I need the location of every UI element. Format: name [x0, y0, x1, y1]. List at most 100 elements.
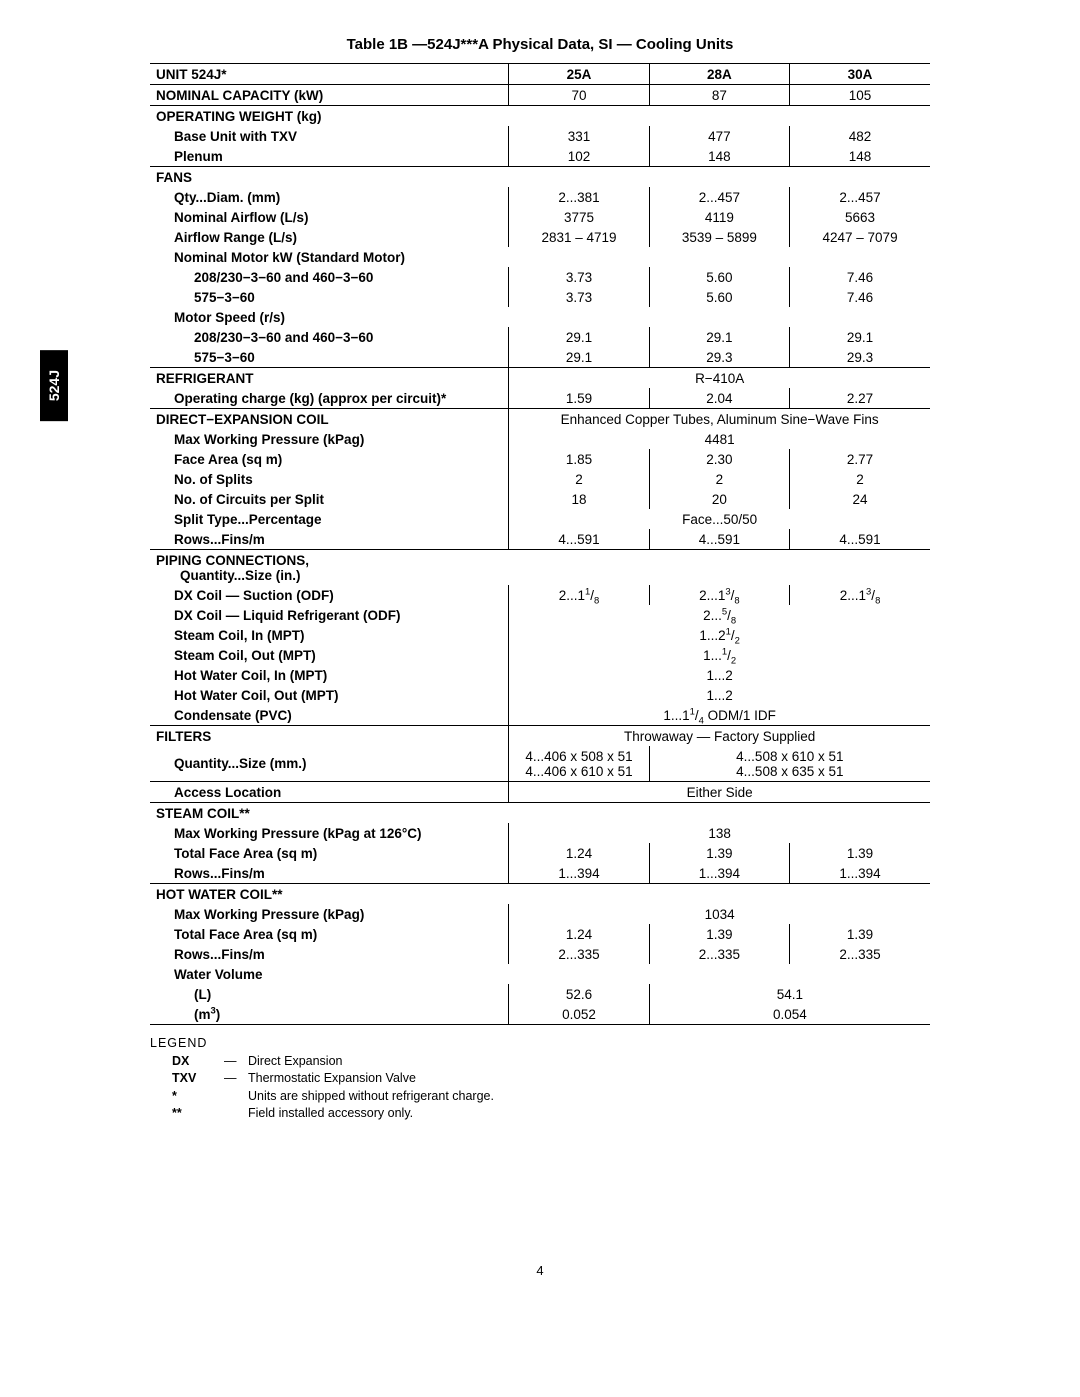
- cell: 4...591: [790, 529, 930, 550]
- cell: 4481: [509, 429, 930, 449]
- cell: PIPING CONNECTIONS, Quantity...Size (in.…: [150, 550, 930, 586]
- cell: 1.24: [509, 843, 649, 863]
- cell: 3.73: [509, 287, 649, 307]
- row-hw-m3: (m3) 0.052 0.054: [150, 1004, 930, 1025]
- legend-key: **: [172, 1105, 224, 1123]
- cell: 148: [790, 146, 930, 167]
- cell: 2831 – 4719: [509, 227, 649, 247]
- row-hw-rows: Rows...Fins/m 2...335 2...335 2...335: [150, 944, 930, 964]
- cell: 208/230−3−60 and 460−3−60: [150, 327, 509, 347]
- cell: Total Face Area (sq m): [150, 924, 509, 944]
- cell: 5.60: [649, 287, 789, 307]
- cell: 2...457: [649, 187, 789, 207]
- cell: 1...394: [509, 863, 649, 884]
- cell: DX Coil — Liquid Refrigerant (ODF): [150, 605, 509, 625]
- cell: 1034: [509, 904, 930, 924]
- cell: 1.39: [649, 924, 789, 944]
- cell: Either Side: [509, 782, 930, 803]
- legend: LEGEND DX — Direct Expansion TXV — Therm…: [150, 1035, 930, 1123]
- row-hw-out: Hot Water Coil, Out (MPT) 1...2: [150, 685, 930, 705]
- row-nominal-capacity: NOMINAL CAPACITY (kW) 70 87 105: [150, 85, 930, 106]
- legend-title: LEGEND: [150, 1035, 930, 1053]
- cell: 29.1: [509, 347, 649, 368]
- cell: 2...13/8: [790, 585, 930, 605]
- table-title: Table 1B —524J***A Physical Data, SI — C…: [150, 36, 930, 53]
- cell: Max Working Pressure (kPag): [150, 429, 509, 449]
- page: Table 1B —524J***A Physical Data, SI — C…: [150, 0, 930, 1318]
- cell: 1...394: [649, 863, 789, 884]
- cell: 3.73: [509, 267, 649, 287]
- cell: 2.04: [649, 388, 789, 409]
- cell: 0.052: [509, 1004, 649, 1025]
- cell: 1...2: [509, 685, 930, 705]
- cell: 24: [790, 489, 930, 509]
- cell: 331: [509, 126, 649, 146]
- cell: HOT WATER COIL**: [150, 884, 930, 905]
- cell: Max Working Pressure (kPag): [150, 904, 509, 924]
- row-condensate: Condensate (PVC) 1...11/4 ODM/1 IDF: [150, 705, 930, 726]
- cell: Rows...Fins/m: [150, 863, 509, 884]
- cell: 1...2: [509, 665, 930, 685]
- unit-label: UNIT 524J*: [150, 64, 509, 85]
- cell: 575−3−60: [150, 347, 509, 368]
- legend-val: Thermostatic Expansion Valve: [248, 1070, 416, 1088]
- cell: 1.39: [649, 843, 789, 863]
- cell: Face...50/50: [509, 509, 930, 529]
- cell: 3775: [509, 207, 649, 227]
- cell: Plenum: [150, 146, 509, 167]
- cell: Operating charge (kg) (approx per circui…: [150, 388, 509, 409]
- cell: 105: [790, 85, 930, 106]
- legend-key: DX: [172, 1053, 224, 1071]
- cell: 87: [649, 85, 789, 106]
- cell: 1...394: [790, 863, 930, 884]
- side-tab: 524J: [40, 350, 68, 421]
- row-plenum: Plenum 102 148 148: [150, 146, 930, 167]
- cell: R−410A: [509, 368, 930, 389]
- cell: 148: [649, 146, 789, 167]
- cell: 1.24: [509, 924, 649, 944]
- page-number: 4: [150, 1263, 930, 1318]
- cell: 2...5/8: [509, 605, 930, 625]
- cell: Water Volume: [150, 964, 930, 984]
- m3-post: ): [216, 1007, 221, 1022]
- row-dx-circuits: No. of Circuits per Split 18 20 24: [150, 489, 930, 509]
- cell: 2...13/8: [649, 585, 789, 605]
- cell: Throwaway — Factory Supplied: [509, 726, 930, 747]
- cell: Steam Coil, Out (MPT): [150, 645, 509, 665]
- cell: 4...591: [509, 529, 649, 550]
- row-speed-hdr: Motor Speed (r/s): [150, 307, 930, 327]
- legend-key: TXV: [172, 1070, 224, 1088]
- legend-key: *: [172, 1088, 224, 1106]
- piping-label-b: Quantity...Size (in.): [156, 568, 301, 583]
- cell: 7.46: [790, 267, 930, 287]
- cell: 29.3: [790, 347, 930, 368]
- cell: 20: [649, 489, 789, 509]
- row-motor-1: 208/230−3−60 and 460−3−60 3.73 5.60 7.46: [150, 267, 930, 287]
- cell: REFRIGERANT: [150, 368, 509, 389]
- legend-dash: —: [224, 1053, 248, 1071]
- row-dx-mwp: Max Working Pressure (kPag) 4481: [150, 429, 930, 449]
- cell: 2...381: [509, 187, 649, 207]
- cell: 52.6: [509, 984, 649, 1004]
- cell: 2...335: [790, 944, 930, 964]
- cell: 2...11/8: [509, 585, 649, 605]
- row-suction: DX Coil — Suction (ODF) 2...11/8 2...13/…: [150, 585, 930, 605]
- cell: Split Type...Percentage: [150, 509, 509, 529]
- cell: FANS: [150, 167, 930, 188]
- cell: Quantity...Size (mm.): [150, 746, 509, 782]
- cell: 102: [509, 146, 649, 167]
- cell: Airflow Range (L/s): [150, 227, 509, 247]
- cell: 2: [509, 469, 649, 489]
- col-25a: 25A: [509, 64, 649, 85]
- cell: Steam Coil, In (MPT): [150, 625, 509, 645]
- cell: 29.1: [649, 327, 789, 347]
- cell: 4...508 x 610 x 51 4...508 x 635 x 51: [649, 746, 930, 782]
- legend-row-dstar: ** Field installed accessory only.: [150, 1105, 930, 1123]
- row-steam-hdr: STEAM COIL**: [150, 803, 930, 824]
- row-dx-face: Face Area (sq m) 1.85 2.30 2.77: [150, 449, 930, 469]
- cell: Nominal Motor kW (Standard Motor): [150, 247, 930, 267]
- cell: 1...11/4 ODM/1 IDF: [509, 705, 930, 726]
- row-base-unit: Base Unit with TXV 331 477 482: [150, 126, 930, 146]
- cell: Hot Water Coil, In (MPT): [150, 665, 509, 685]
- col-28a: 28A: [649, 64, 789, 85]
